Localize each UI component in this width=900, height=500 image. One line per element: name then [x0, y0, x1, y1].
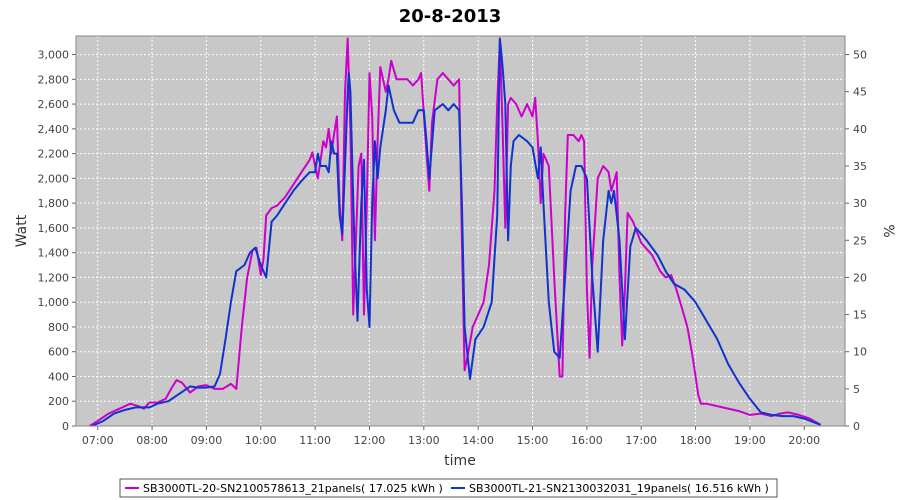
y2-tick-label: 50 [853, 49, 867, 62]
plot-frame [75, 35, 846, 427]
y2-tick-label: 35 [853, 160, 867, 173]
y2-tick-label: 15 [853, 309, 867, 322]
y2-tick-label: 5 [853, 383, 860, 396]
y-tick-label: 200 [48, 395, 69, 408]
x-tick-label: 12:00 [354, 434, 386, 447]
x-axis-label: time [444, 453, 476, 469]
y2-tick-label: 40 [853, 123, 867, 136]
x-tick-label: 11:00 [299, 434, 331, 447]
x-tick-label: 18:00 [680, 434, 712, 447]
y2-tick-label: 30 [853, 197, 867, 210]
y2-tick-label: 10 [853, 346, 867, 359]
y-tick-label: 2,000 [38, 172, 70, 185]
legend-box [119, 478, 778, 498]
plot-area [76, 36, 845, 426]
y-tick-label: 0 [62, 420, 69, 433]
x-tick-label: 08:00 [136, 434, 168, 447]
y-tick-label: 1,600 [38, 222, 70, 235]
x-tick-label: 17:00 [625, 434, 657, 447]
legend-label-2: SB3000TL-21-SN2130032031_19panels( 16.51… [469, 482, 769, 495]
x-tick-label: 13:00 [408, 434, 440, 447]
x-tick-label: 07:00 [82, 434, 114, 447]
x-axis: 07:00 08:00 09:00 10:00 11:00 12:00 13:00 14:00… [82, 426, 820, 447]
y2-tick-label: 45 [853, 86, 867, 99]
x-tick-label: 10:00 [245, 434, 277, 447]
series-layer [89, 37, 821, 427]
x-tick-label: 15:00 [517, 434, 549, 447]
y-tick-label: 1,400 [38, 247, 70, 260]
y-tick-label: 800 [48, 321, 69, 334]
y-tick-label: 2,800 [38, 73, 70, 86]
y-tick-label: 1,800 [38, 197, 70, 210]
y-tick-label: 3,000 [38, 49, 70, 62]
y2-axis: 0 5 10 15 20 25 30 35 40 45 50 [845, 49, 867, 433]
y2-tick-label: 25 [853, 234, 867, 247]
y-axis-label: Watt [14, 214, 30, 247]
y-tick-label: 1,000 [38, 296, 70, 309]
y2-tick-label: 0 [853, 420, 860, 433]
y-tick-label: 2,600 [38, 98, 70, 111]
x-tick-label: 09:00 [191, 434, 223, 447]
y-tick-label: 2,200 [38, 148, 70, 161]
y-tick-label: 600 [48, 346, 69, 359]
y-axis: 0 200 400 600 800 1,000 1,200 1,400 1,600 1,800 2,… [38, 49, 76, 433]
y-tick-label: 2,400 [38, 123, 70, 136]
legend-label-1: SB3000TL-20-SN2100578613_21panels( 17.02… [143, 482, 443, 495]
series-line-2 [91, 37, 821, 427]
y2-axis-label: % [880, 224, 896, 237]
y2-tick-label: 20 [853, 271, 867, 284]
x-tick-label: 20:00 [788, 434, 820, 447]
x-tick-label: 16:00 [571, 434, 603, 447]
x-tick-label: 19:00 [734, 434, 766, 447]
x-tick-label: 14:00 [462, 434, 494, 447]
y-tick-label: 1,200 [38, 271, 70, 284]
legend: SB3000TL-20-SN2100578613_21panels( 17.02… [119, 478, 778, 498]
chart-title: 20-8-2013 [399, 6, 502, 27]
y-tick-label: 400 [48, 370, 69, 383]
